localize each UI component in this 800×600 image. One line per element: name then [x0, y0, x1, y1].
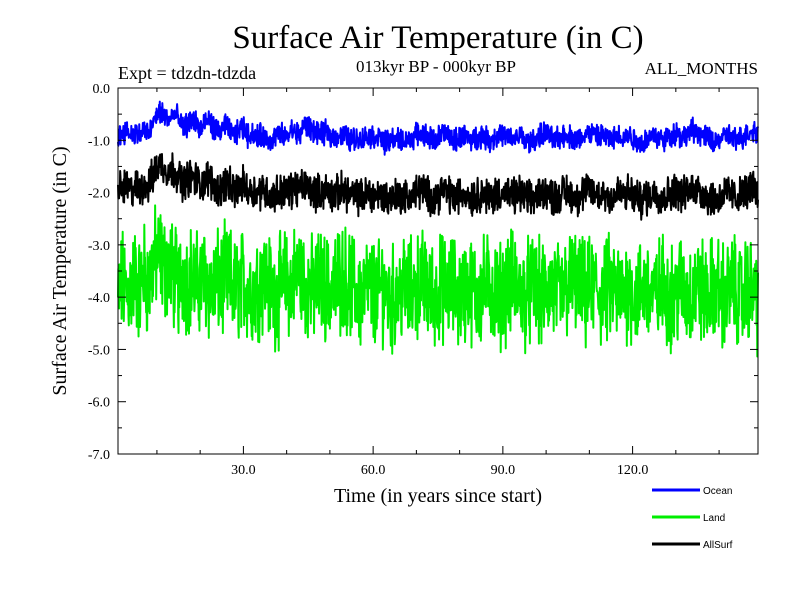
- y-tick-label: -6.0: [88, 396, 110, 411]
- y-tick-label: -7.0: [88, 448, 110, 463]
- x-axis-label: Time (in years since start): [334, 485, 542, 507]
- experiment-label: Expt = tdzdn-tdzda: [118, 63, 256, 83]
- series-line-allsurf: [117, 152, 759, 221]
- legend-label-ocean: Ocean: [703, 486, 732, 497]
- months-label: ALL_MONTHS: [645, 59, 758, 78]
- y-tick-label: -3.0: [88, 239, 110, 254]
- x-axis: 30.0 60.0 90.0 120.0: [156, 88, 720, 478]
- period-label: 013kyr BP - 000kyr BP: [356, 57, 516, 76]
- series-line-land: [117, 204, 759, 358]
- y-tick-label: 0.0: [93, 82, 111, 97]
- y-tick-label: -4.0: [88, 291, 110, 306]
- x-tick-label: 30.0: [231, 463, 256, 478]
- x-tick-label: 90.0: [491, 463, 516, 478]
- series-layer: [117, 100, 759, 358]
- y-tick-label: -2.0: [88, 187, 110, 202]
- chart-title: Surface Air Temperature (in C): [232, 20, 643, 56]
- legend: Ocean Land AllSurf: [652, 486, 733, 551]
- legend-label-land: Land: [703, 513, 725, 524]
- x-tick-label: 120.0: [617, 463, 649, 478]
- y-tick-label: -1.0: [88, 134, 110, 149]
- x-tick-label: 60.0: [361, 463, 386, 478]
- y-axis-label: Surface Air Temperature (in C): [49, 146, 71, 395]
- series-line-ocean: [117, 100, 759, 156]
- y-tick-label: -5.0: [88, 343, 110, 358]
- y-axis: 0.0 -1.0 -2.0 -3.0 -4.0 -5.0 -6.0 -7.0: [88, 82, 758, 463]
- legend-label-allsurf: AllSurf: [703, 540, 733, 551]
